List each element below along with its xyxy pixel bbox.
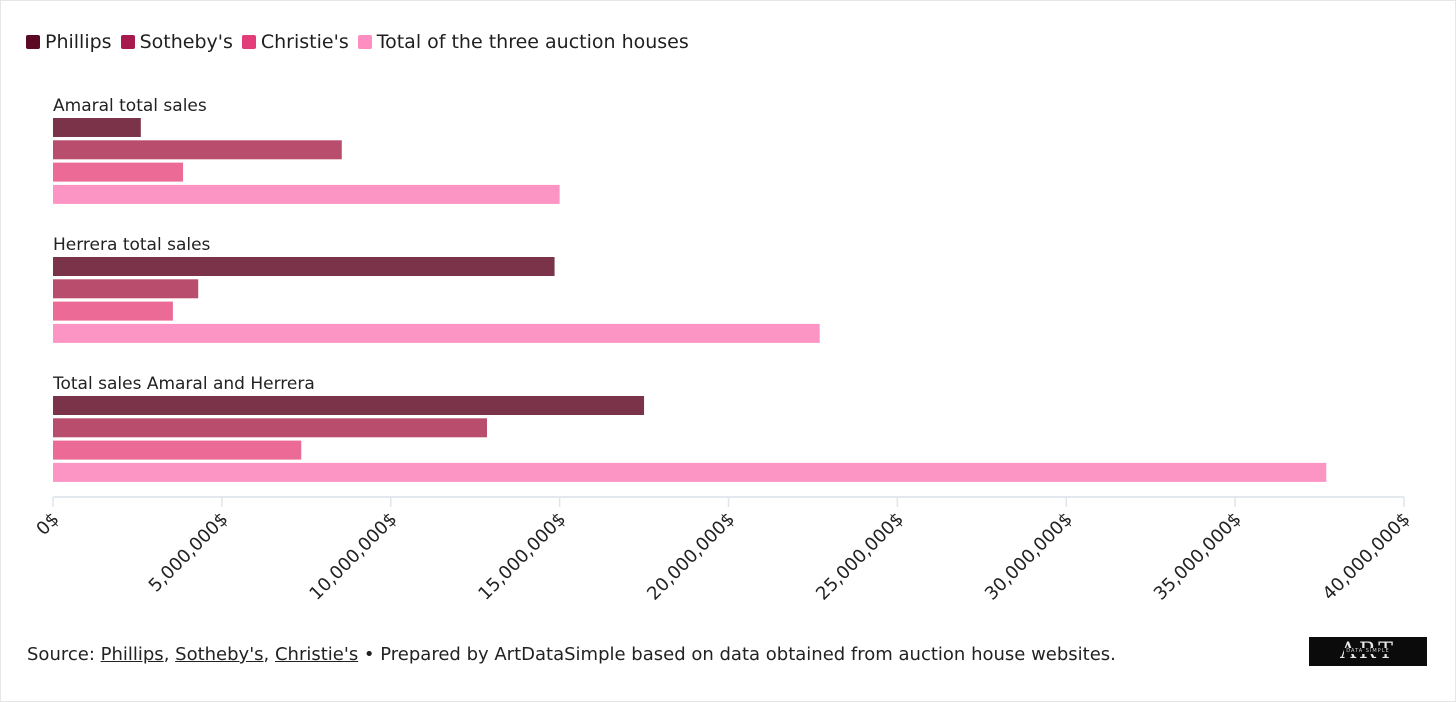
legend-label-sothebys: Sotheby's <box>139 31 233 53</box>
footer-sep-1: , <box>163 644 176 665</box>
group-label: Total sales Amaral and Herrera <box>52 374 315 394</box>
x-tick-label: 15,000,000$ <box>474 509 570 605</box>
x-tick-label: 0$ <box>32 509 63 540</box>
bar[interactable] <box>53 118 141 137</box>
bar[interactable] <box>53 440 302 460</box>
legend: Phillips Sotheby's Christie's Total of t… <box>26 31 698 53</box>
legend-label-total: Total of the three auction houses <box>376 31 689 53</box>
bar[interactable] <box>53 301 173 321</box>
bar[interactable] <box>53 462 1327 482</box>
x-tick-label: 20,000,000$ <box>643 509 739 605</box>
x-tick-label: 5,000,000$ <box>145 509 233 597</box>
legend-item-sothebys[interactable]: Sotheby's <box>120 31 233 53</box>
artdatasimple-logo: ART DATA SIMPLE <box>1309 637 1427 666</box>
footer-suffix: • Prepared by ArtDataSimple based on dat… <box>358 644 1116 665</box>
group-label: Herrera total sales <box>53 235 211 255</box>
x-tick-label: 35,000,000$ <box>1150 509 1246 605</box>
legend-label-christies: Christie's <box>260 31 349 53</box>
legend-swatch-total <box>357 35 372 49</box>
x-tick-label: 30,000,000$ <box>981 509 1077 605</box>
logo-text-small: DATA SIMPLE <box>1344 648 1392 654</box>
x-tick-label: 25,000,000$ <box>812 509 908 605</box>
legend-item-christies[interactable]: Christie's <box>241 31 349 53</box>
legend-label-phillips: Phillips <box>45 31 112 53</box>
x-tick-label: 40,000,000$ <box>1319 509 1415 605</box>
bar[interactable] <box>53 418 488 438</box>
legend-swatch-phillips <box>26 35 40 49</box>
bar[interactable] <box>53 257 555 276</box>
legend-item-phillips[interactable]: Phillips <box>26 31 112 53</box>
bar[interactable] <box>53 323 820 343</box>
source-link-sothebys[interactable]: Sotheby's <box>175 644 264 665</box>
source-link-phillips[interactable]: Phillips <box>100 644 164 665</box>
footer-prefix: Source: <box>27 644 101 665</box>
source-link-christies[interactable]: Christie's <box>274 644 359 665</box>
legend-swatch-christies <box>241 35 256 49</box>
source-footer: Source: Phillips, Sotheby's, Christie's … <box>27 644 1116 665</box>
legend-swatch-sothebys <box>120 35 135 49</box>
x-tick-label: 10,000,000$ <box>305 509 401 605</box>
bar[interactable] <box>53 279 199 299</box>
bar-chart: Amaral total sales Herrera total sales Tot… <box>32 96 1415 605</box>
legend-item-total[interactable]: Total of the three auction houses <box>357 31 689 53</box>
bar[interactable] <box>53 140 342 160</box>
bar[interactable] <box>53 162 184 182</box>
group-label: Amaral total sales <box>53 96 207 116</box>
bar[interactable] <box>53 184 560 204</box>
bar[interactable] <box>53 396 645 415</box>
footer-sep-2: , <box>263 644 275 665</box>
